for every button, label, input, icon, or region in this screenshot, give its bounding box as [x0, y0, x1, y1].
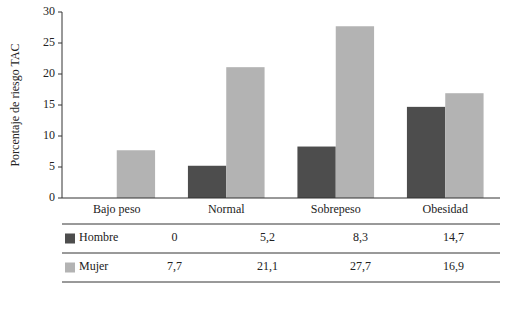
data-label: 16,9 [443, 259, 464, 273]
chart-container: 0 5 10 15 20 25 30 Bajo peso Normal Sobrepeso Obes… [0, 0, 509, 325]
y-tick-label: 20 [43, 66, 55, 80]
bar [297, 147, 335, 198]
bar [407, 107, 445, 198]
table-rule [62, 224, 500, 225]
table-rule [62, 253, 500, 254]
x-tick-label: Obesidad [423, 202, 468, 216]
y-tick [58, 167, 62, 168]
y-tick-label: 0 [49, 190, 55, 204]
y-tick [58, 43, 62, 44]
y-tick-label: 15 [43, 97, 55, 111]
legend-swatch [65, 263, 75, 273]
x-tick-label: Bajo peso [93, 202, 141, 216]
y-tick-label: 5 [49, 159, 55, 173]
data-label: 0 [172, 230, 178, 244]
bar [445, 93, 483, 198]
data-label: 27,7 [350, 259, 371, 273]
bar [226, 67, 264, 198]
data-label: 8,3 [353, 230, 368, 244]
legend-label: Hombre [79, 230, 118, 244]
y-tick [58, 105, 62, 106]
y-tick [58, 74, 62, 75]
bar [188, 166, 226, 198]
data-label: 21,1 [257, 259, 278, 273]
x-tick-label: Normal [208, 202, 245, 216]
y-tick-label: 25 [43, 35, 55, 49]
y-tick-label: 30 [43, 4, 55, 18]
y-tick [58, 198, 62, 199]
data-label: 14,7 [443, 230, 464, 244]
table-rule [62, 282, 500, 283]
legend-label: Mujer [79, 259, 108, 273]
data-label: 5,2 [260, 230, 275, 244]
bar [336, 26, 374, 198]
y-axis-label: Porcentaje de riesgo TAC [8, 43, 22, 166]
data-label: 7,7 [167, 259, 182, 273]
legend-swatch [65, 234, 75, 244]
y-tick-label: 10 [43, 128, 55, 142]
y-tick [58, 12, 62, 13]
chart: 0 5 10 15 20 25 30 Bajo peso Normal Sobrepeso Obes… [0, 0, 509, 325]
x-axis-line [62, 198, 500, 199]
bars [117, 26, 484, 198]
bar [117, 150, 155, 198]
y-tick [58, 136, 62, 137]
x-tick-label: Sobrepeso [311, 202, 361, 216]
